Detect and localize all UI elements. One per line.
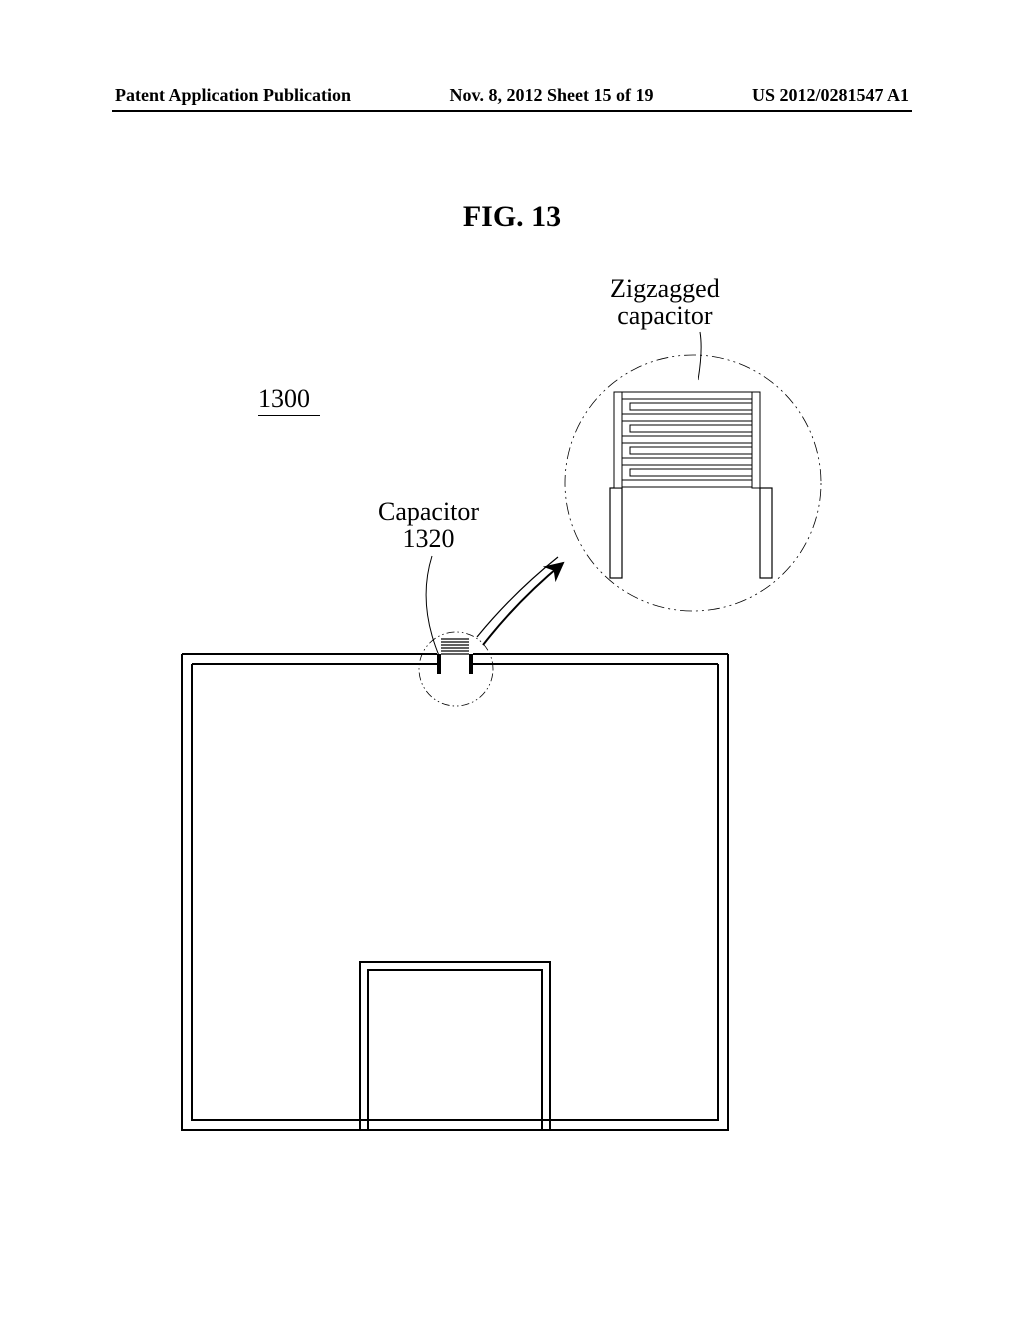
ref-number-main-underline: [258, 415, 320, 416]
zigzag-label-line2: capacitor: [617, 301, 712, 330]
capacitor-symbol: [437, 639, 473, 674]
header-rule: [112, 110, 912, 112]
header-center: Nov. 8, 2012 Sheet 15 of 19: [450, 85, 654, 106]
zigzag-capacitor-label: Zigzagged capacitor: [610, 275, 720, 330]
page-header: Patent Application Publication Nov. 8, 2…: [0, 85, 1024, 106]
figure-title: FIG. 13: [0, 200, 1024, 234]
header-right: US 2012/0281547 A1: [752, 85, 909, 106]
capacitor-label: Capacitor 1320: [378, 498, 479, 553]
detail-circle: [562, 352, 824, 614]
ref-number-main: 1300: [258, 384, 310, 414]
capacitor-label-line2: 1320: [403, 524, 455, 553]
zigzag-label-line1: Zigzagged: [610, 274, 720, 303]
capacitor-label-line1: Capacitor: [378, 497, 479, 526]
header-left: Patent Application Publication: [115, 85, 351, 106]
resonator-figure: [160, 632, 750, 1152]
